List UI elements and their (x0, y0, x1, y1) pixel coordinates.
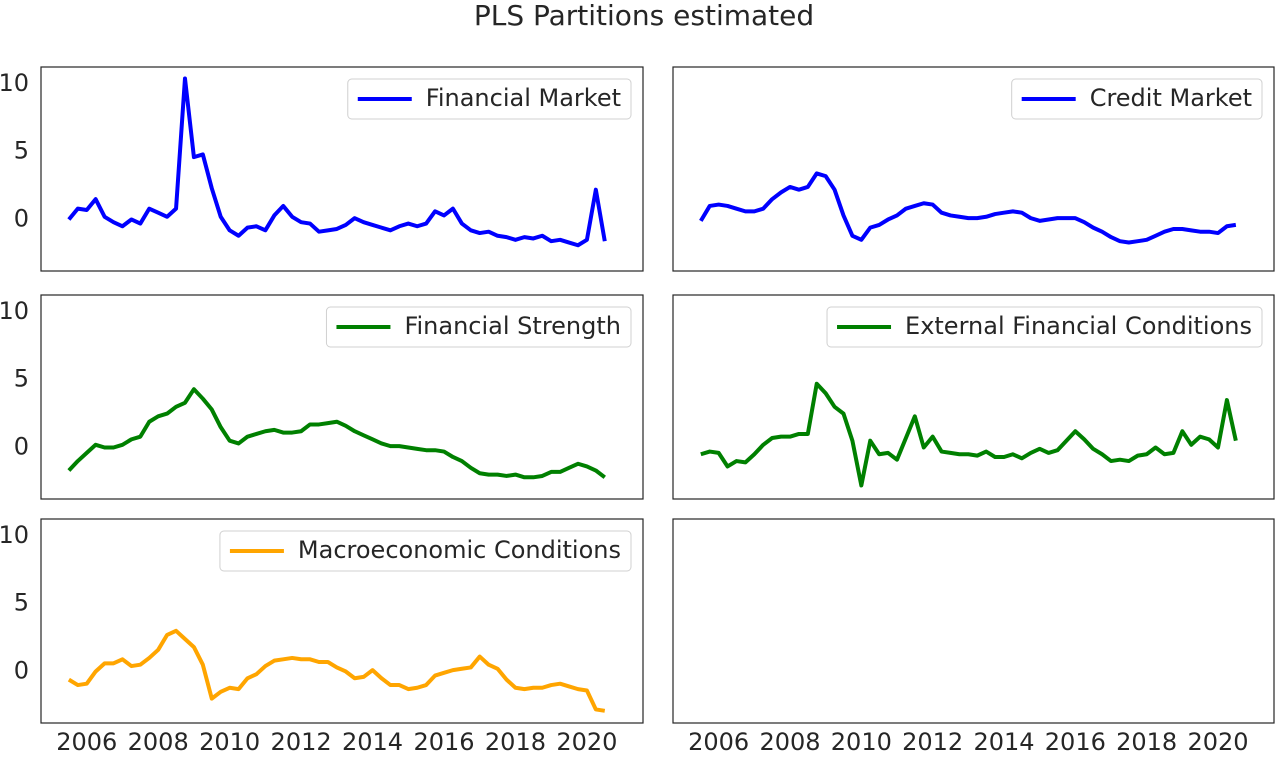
legend-box (1011, 78, 1263, 120)
y-tick-label: 0 (14, 204, 29, 232)
series-line (700, 381, 1238, 488)
series-line (67, 387, 606, 480)
x-tick-label: 2018 (1116, 728, 1177, 756)
axes-frame (672, 518, 1275, 724)
panel: 0 5 10 Financial Market (0, 66, 644, 272)
y-tick-label: 0 (14, 432, 29, 460)
legend-label: Financial Strength (404, 312, 621, 340)
legend-box (347, 78, 632, 120)
y-tick-label: 5 (14, 137, 29, 165)
y-tick-label: 5 (14, 589, 29, 617)
legend: Macroeconomic Conditions (219, 530, 632, 572)
x-tick-label: 2008 (128, 728, 189, 756)
y-tick-label: 0 (14, 656, 29, 684)
axes-frame (40, 66, 644, 272)
y-tick-label: 10 (0, 69, 29, 97)
legend-box (219, 530, 632, 572)
legend-label: Macroeconomic Conditions (298, 536, 621, 564)
legend-label: Credit Market (1090, 84, 1252, 112)
legend: Credit Market (1011, 78, 1263, 120)
legend-label: Financial Market (426, 84, 621, 112)
legend-box (826, 306, 1263, 348)
x-tick-label: 2012 (902, 728, 963, 756)
series-line (67, 76, 607, 248)
y-tick-label: 10 (0, 297, 29, 325)
x-tick-label: 2018 (485, 728, 546, 756)
y-tick-label: 5 (14, 365, 29, 393)
x-tick-label: 2010 (831, 728, 892, 756)
series-line (67, 628, 606, 713)
x-tick-label: 2020 (1187, 728, 1248, 756)
x-tick-label: 2012 (271, 728, 332, 756)
legend: Financial Market (347, 78, 632, 120)
axes-frame (672, 66, 1275, 272)
legend: Financial Strength (325, 306, 632, 348)
panel: 0 5 10 2006 2008 2010 2012 2014 2016 2018 2020 Macr… (0, 518, 644, 756)
x-tick-label: 2008 (759, 728, 820, 756)
axes-frame (40, 518, 644, 724)
series-line (699, 171, 1237, 245)
y-tick-label: 10 (0, 521, 29, 549)
panel: 0 5 10 Financial Strength (0, 294, 644, 500)
legend-box (325, 306, 632, 348)
x-tick-label: 2016 (413, 728, 474, 756)
legend-label: External Financial Conditions (905, 312, 1252, 340)
legend: External Financial Conditions (826, 306, 1263, 348)
x-tick-label: 2010 (199, 728, 260, 756)
x-tick-label: 2020 (556, 728, 617, 756)
x-tick-label: 2016 (1045, 728, 1106, 756)
x-tick-label: 2006 (688, 728, 749, 756)
panel: Credit Market (672, 66, 1275, 272)
x-tick-label: 2006 (56, 728, 117, 756)
figure-title: PLS Partitions estimated (474, 0, 814, 32)
x-tick-label: 2014 (342, 728, 403, 756)
axes-frame (672, 294, 1275, 500)
panel: External Financial Conditions (672, 294, 1275, 500)
panel: 2006 2008 2010 2012 2014 2016 2018 2020 (672, 518, 1275, 756)
x-tick-label: 2014 (973, 728, 1034, 756)
axes-frame (40, 294, 644, 500)
